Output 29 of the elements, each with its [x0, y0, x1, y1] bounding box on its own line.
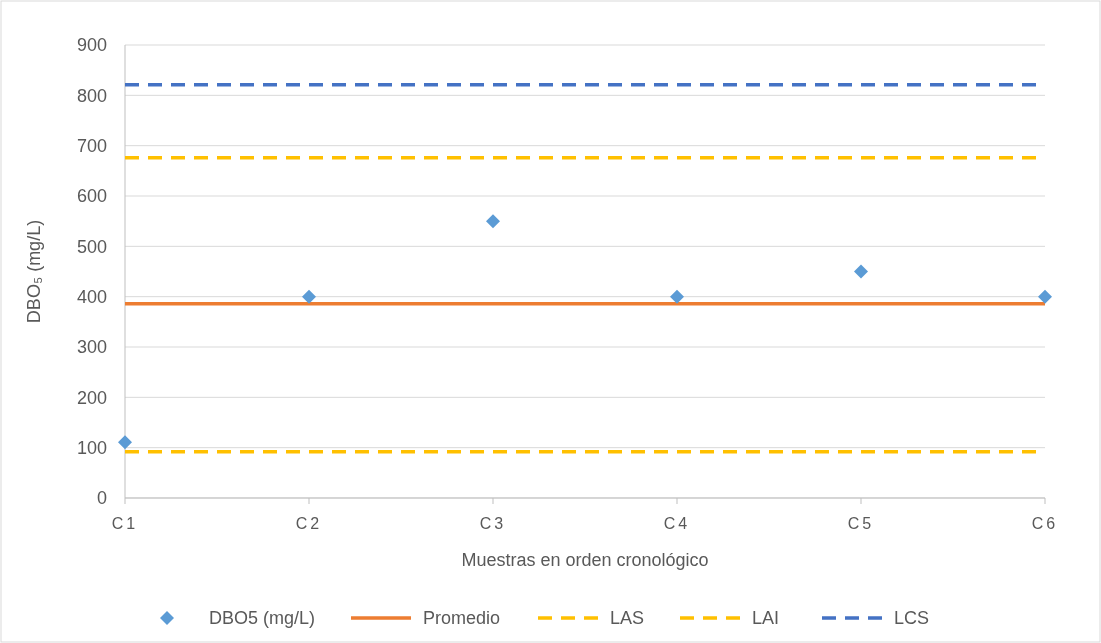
x-axis-title: Muestras en orden cronológico: [461, 550, 709, 570]
x-tick-label: C5: [847, 515, 875, 532]
y-tick-label: 600: [76, 186, 107, 207]
y-tick-label: 900: [76, 35, 107, 56]
point: [118, 435, 132, 450]
x-tick-label: C4: [663, 515, 691, 532]
x-tick-label: C3: [479, 515, 507, 532]
y-tick-label: 200: [76, 387, 107, 408]
y-axis-title: DBO₅ (mg/L): [24, 219, 44, 324]
legend-label: LCS: [894, 608, 930, 629]
legend-label: DBO5 (mg/L): [209, 608, 316, 629]
point: [486, 214, 500, 229]
point: [854, 264, 868, 279]
y-tick-label: 400: [76, 286, 107, 307]
y-tick-label: 100: [76, 437, 107, 458]
y-tick-label: 300: [76, 337, 107, 358]
x-tick-label: C1: [111, 515, 139, 532]
y-tick-label: 700: [76, 135, 107, 156]
x-tick-label: C6: [1031, 515, 1059, 532]
point: [670, 289, 684, 304]
legend-label: LAI: [752, 608, 780, 629]
y-tick-label: 500: [76, 236, 107, 257]
legend-label: Promedio: [423, 608, 501, 629]
legend-label: LAS: [610, 608, 645, 629]
point: [1038, 289, 1052, 304]
y-tick-label: 800: [76, 85, 107, 106]
x-tick-label: C2: [295, 515, 323, 532]
y-tick-label: 0: [96, 488, 107, 509]
point: [302, 289, 316, 304]
